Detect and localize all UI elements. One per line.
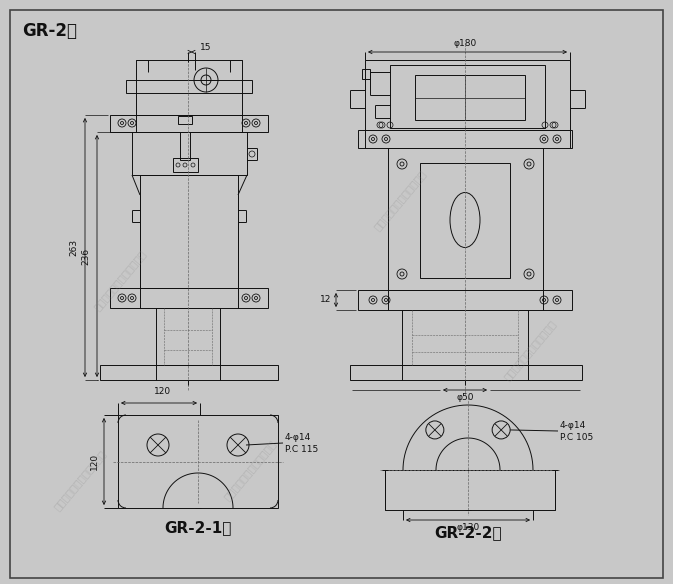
Bar — [178, 116, 192, 124]
Bar — [140, 175, 238, 288]
Bar — [350, 365, 582, 380]
Bar — [402, 310, 528, 365]
Text: 长沙信德机电贸易有限公司: 长沙信德机电贸易有限公司 — [52, 448, 108, 512]
Bar — [362, 69, 370, 79]
Bar — [388, 148, 543, 290]
Bar — [132, 132, 247, 175]
Bar — [136, 60, 242, 115]
Bar — [365, 60, 570, 130]
Text: 120: 120 — [154, 387, 172, 396]
Text: 120: 120 — [90, 453, 99, 470]
Bar — [390, 65, 545, 128]
Bar — [110, 115, 268, 132]
Bar — [110, 288, 268, 308]
Bar — [156, 308, 220, 365]
Text: GR-2型: GR-2型 — [22, 22, 77, 40]
Text: 236: 236 — [81, 248, 90, 265]
Text: φ180: φ180 — [454, 40, 476, 48]
Text: 长沙信德机电贸易有限公司: 长沙信德机电贸易有限公司 — [92, 248, 148, 312]
Bar — [100, 365, 278, 380]
Text: 长沙信德机电贸易有限公司: 长沙信德机电贸易有限公司 — [372, 168, 428, 232]
Text: 15: 15 — [200, 43, 211, 53]
Text: 4-φ14: 4-φ14 — [285, 433, 311, 442]
Bar — [385, 470, 555, 510]
Text: 长沙信德机电贸易有限公司: 长沙信德机电贸易有限公司 — [502, 318, 558, 382]
Bar — [358, 130, 572, 148]
Text: 12: 12 — [320, 296, 331, 304]
Text: GR-2-2型: GR-2-2型 — [434, 525, 502, 540]
Text: P.C 115: P.C 115 — [285, 446, 318, 454]
Text: 长沙信德机电贸易有限公司: 长沙信德机电贸易有限公司 — [222, 438, 278, 502]
Bar — [180, 132, 190, 160]
Bar — [126, 80, 252, 93]
Bar — [358, 290, 572, 310]
Text: φ50: φ50 — [456, 394, 474, 402]
Bar — [118, 415, 278, 508]
Text: 4-φ14: 4-φ14 — [560, 420, 586, 429]
Bar — [420, 163, 510, 278]
Text: 263: 263 — [69, 239, 78, 256]
Text: P.C 105: P.C 105 — [560, 433, 594, 443]
Bar — [415, 75, 525, 120]
Text: GR-2-1型: GR-2-1型 — [164, 520, 232, 535]
Bar — [173, 158, 198, 172]
Text: φ130: φ130 — [456, 523, 480, 533]
